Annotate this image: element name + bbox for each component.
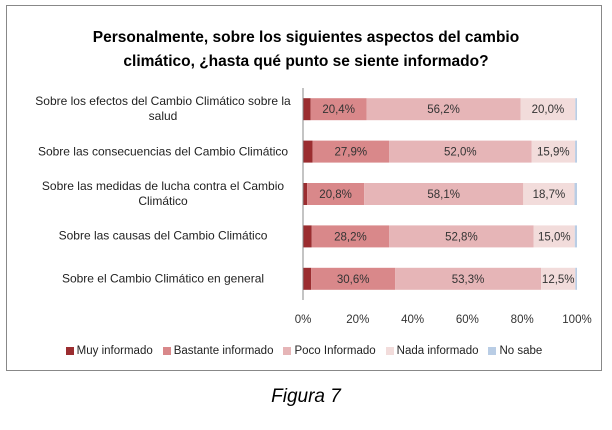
bar-segment [389,225,534,248]
x-tick-label: 100% [562,314,591,326]
bar-segment [541,267,576,290]
value-label: 15,0% [538,231,571,243]
value-label: 20,8% [319,189,352,201]
legend-swatch [283,347,292,355]
x-tick-label: 20% [346,314,369,326]
x-tick-label: 80% [511,314,534,326]
bar-segment [395,267,542,290]
value-label: 52,8% [445,231,478,243]
bar-segment [531,140,576,163]
bar-segment [366,98,521,121]
category-label: Sobre las consecuencias del Cambio Climá… [37,144,289,159]
legend-label: Muy informado [76,345,153,357]
legend-item: No sabe [488,345,542,357]
bar-segment [520,98,576,121]
bar-segment [303,267,312,290]
bar-segment [533,225,575,248]
legend-swatch [65,347,74,355]
value-label: 20,4% [322,104,355,116]
caption: Figura 7 [271,386,341,407]
bar-segment [307,183,365,205]
legend: Muy informado Bastante informado Poco Info… [6,345,602,357]
bar-segment [575,98,577,121]
chart-frame [6,5,602,371]
x-tick-label: 0% [295,314,312,326]
bar-segment [303,140,313,163]
bar-segment [389,140,532,163]
bar-segment [310,98,367,121]
bar-segment [311,225,390,248]
bar-segment [303,225,312,248]
value-label: 52,0% [444,147,477,159]
category-label: Sobre las medidas de lucha contra el Cam… [41,179,285,208]
category-label: Sobre el Cambio Climático en general [61,271,265,286]
legend-swatch [162,347,171,355]
x-tick-label: 60% [456,314,479,326]
bar-segment [312,140,390,163]
legend-item: Bastante informado [162,345,274,357]
legend-label: Nada informado [396,345,479,357]
bar-segment [574,225,577,248]
legend-swatch [385,347,394,355]
chart-title: Personalmente, sobre los siguientes aspe… [92,29,520,70]
legend-swatch [488,347,497,355]
value-label: 58,1% [427,189,460,201]
bar-segment [303,183,308,205]
bar-segment [575,267,577,290]
bar-segment [523,183,575,205]
value-label: 15,9% [537,147,570,159]
bar-segment [575,140,577,163]
bar-segment [303,98,311,121]
value-label: 12,5% [542,274,575,286]
legend-label: Bastante informado [173,345,274,357]
category-label: Sobre los efectos del Cambio Climático s… [35,94,291,124]
legend-label: No sabe [499,345,543,357]
value-label: 18,7% [533,189,566,201]
bar-segment [364,183,524,205]
value-label: 27,9% [335,147,368,159]
value-label: 20,0% [532,104,565,116]
value-label: 56,2% [427,104,460,116]
bar-segment [574,183,577,205]
x-tick-label: 40% [401,314,424,326]
legend-label: Poco Informado [294,345,376,357]
legend-item: Poco Informado [283,345,376,357]
category-label: Sobre las causas del Cambio Climático [58,228,268,243]
bar-segment [311,267,396,290]
value-label: 53,3% [452,274,485,286]
legend-item: Muy informado [65,345,153,357]
value-label: 30,6% [337,274,370,286]
value-label: 28,2% [334,231,367,243]
legend-item: Nada informado [385,345,479,357]
